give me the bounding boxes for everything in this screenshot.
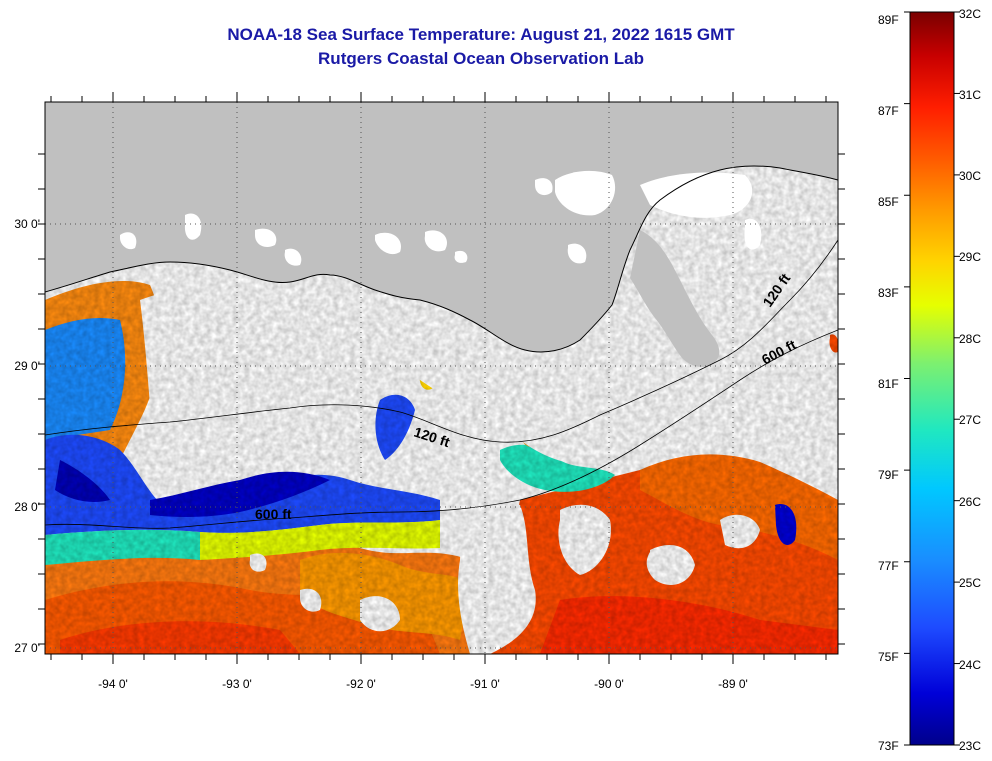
land-lakes: [120, 170, 762, 266]
f-label: 89F: [878, 13, 899, 27]
graticule: [45, 102, 838, 654]
map-title: NOAA-18 Sea Surface Temperature: August …: [227, 25, 735, 44]
lat-tick-label: 30 0': [14, 217, 40, 231]
lat-tick-label: 29 0': [14, 359, 40, 373]
contour-120ft: [45, 239, 838, 443]
colorbar-celsius-labels: 32C 31C 30C 29C 28C 27C 26C 25C 24C 23C: [959, 7, 981, 753]
f-label: 81F: [878, 377, 899, 391]
f-label: 77F: [878, 559, 899, 573]
f-label: 85F: [878, 195, 899, 209]
plot-frame: [44, 101, 839, 655]
coastline: [45, 165, 838, 353]
land-mass: [45, 102, 838, 352]
c-label: 32C: [959, 7, 981, 21]
lon-tick-label: -90 0': [594, 677, 624, 691]
c-label: 26C: [959, 495, 981, 509]
c-label: 31C: [959, 88, 981, 102]
map-subtitle: Rutgers Coastal Ocean Observation Lab: [318, 49, 644, 68]
contour-label-600-west: 600 ft: [255, 506, 292, 522]
lat-tick-label: 27 0': [14, 641, 40, 655]
contour-600ft: [45, 329, 838, 529]
lat-axis: 30 0' 29 0' 28 0' 27 0': [14, 217, 40, 655]
c-label: 23C: [959, 739, 981, 753]
lon-tick-label: -92 0': [346, 677, 376, 691]
delta: [630, 230, 720, 367]
lon-tick-label: -89 0': [718, 677, 748, 691]
f-label: 75F: [878, 650, 899, 664]
c-label: 30C: [959, 169, 981, 183]
colorbar-fahrenheit-labels: 89F 87F 85F 83F 81F 79F 77F 75F 73F: [878, 13, 899, 753]
axis-ticks: [38, 92, 845, 664]
c-label: 24C: [959, 658, 981, 672]
f-label: 73F: [878, 739, 899, 753]
colorbar: [909, 11, 955, 746]
f-label: 83F: [878, 286, 899, 300]
colorbar-ticks: [904, 11, 960, 746]
lon-tick-label: -94 0': [98, 677, 128, 691]
c-label: 29C: [959, 250, 981, 264]
c-label: 28C: [959, 332, 981, 346]
f-label: 87F: [878, 104, 899, 118]
lat-tick-label: 28 0': [14, 500, 40, 514]
lon-axis: -94 0' -93 0' -92 0' -91 0' -90 0' -89 0…: [98, 677, 748, 691]
f-label: 79F: [878, 468, 899, 482]
lon-tick-label: -93 0': [222, 677, 252, 691]
c-label: 27C: [959, 413, 981, 427]
lon-tick-label: -91 0': [470, 677, 500, 691]
c-label: 25C: [959, 576, 981, 590]
